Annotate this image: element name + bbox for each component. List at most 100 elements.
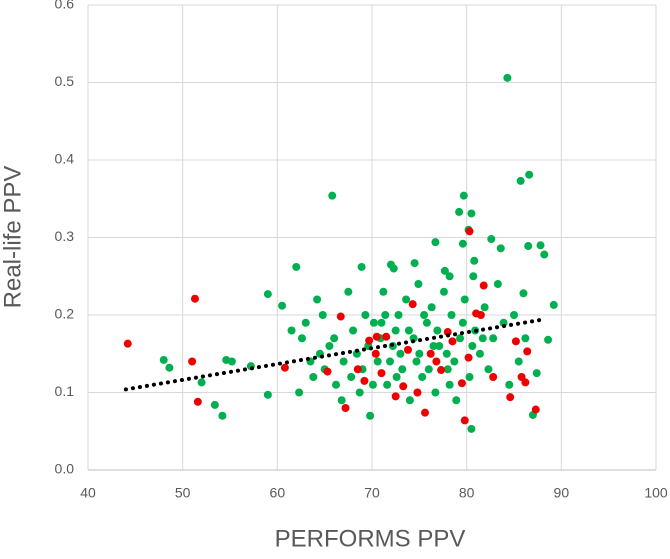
point [456,334,465,343]
point [447,311,456,319]
point [519,289,528,298]
point [347,373,356,381]
point [405,396,414,405]
point [361,311,370,319]
point [394,311,403,319]
point [373,357,382,366]
point [323,367,332,376]
point [435,342,444,350]
point [467,424,476,433]
point [389,264,398,273]
point [339,357,348,366]
point [516,176,525,185]
point [464,353,473,362]
point [369,318,378,327]
point [341,404,350,412]
point [404,326,413,335]
point [385,357,394,366]
point [263,290,272,299]
y-axis-title: Real-life PPV [0,166,26,309]
point [355,388,364,397]
point [517,373,526,381]
point [475,349,484,358]
point [440,266,449,275]
point [525,170,534,179]
point [360,376,369,385]
point [379,287,388,296]
point [381,311,390,319]
point [426,349,435,358]
point [489,373,498,381]
point [415,349,424,358]
point [484,365,493,374]
point [459,191,468,200]
point [332,380,341,389]
point [193,397,202,406]
point [218,411,227,420]
point [123,339,132,348]
point [357,262,366,271]
point [328,191,337,200]
point [455,207,464,216]
point [431,388,440,397]
point [458,318,467,327]
point [403,345,412,354]
point [159,355,168,364]
point [460,416,469,425]
point [505,380,514,389]
point [443,328,452,337]
point [295,388,304,397]
point [442,349,451,358]
point [445,380,454,389]
point [399,382,408,391]
x-tick-label: 90 [554,485,570,501]
point [391,326,400,335]
point [372,332,381,341]
point [524,242,533,251]
trend-line [123,317,545,392]
point [313,295,322,304]
point [487,235,496,244]
point [414,280,423,288]
point [330,334,339,343]
point [549,300,558,309]
point [431,238,440,247]
point [521,334,530,343]
point [325,342,334,350]
point [337,396,346,405]
point [511,337,520,346]
y-tick-label: 0.1 [55,383,75,399]
point [197,378,206,387]
point [424,365,433,374]
point [301,318,310,327]
point [352,349,361,358]
point [469,272,478,281]
y-tick-label: 0.5 [55,73,75,89]
point [489,334,498,343]
point [391,392,400,401]
point [467,209,476,218]
point [280,363,289,372]
point [263,390,272,399]
point [472,309,481,318]
point [470,256,479,265]
point [465,373,474,381]
point [427,303,436,312]
y-tick-label: 0.3 [55,228,75,244]
point [278,301,287,310]
point [349,326,358,335]
point [523,347,532,356]
point [292,262,301,271]
point [383,380,392,389]
point [422,318,431,327]
point [421,408,430,417]
point [544,335,553,344]
point [450,357,459,366]
y-tick-label: 0.0 [55,461,75,477]
point [433,326,442,335]
point [396,349,405,358]
point [377,369,386,378]
x-axis-title: PERFORMS PPV [275,525,466,552]
point [418,373,427,381]
